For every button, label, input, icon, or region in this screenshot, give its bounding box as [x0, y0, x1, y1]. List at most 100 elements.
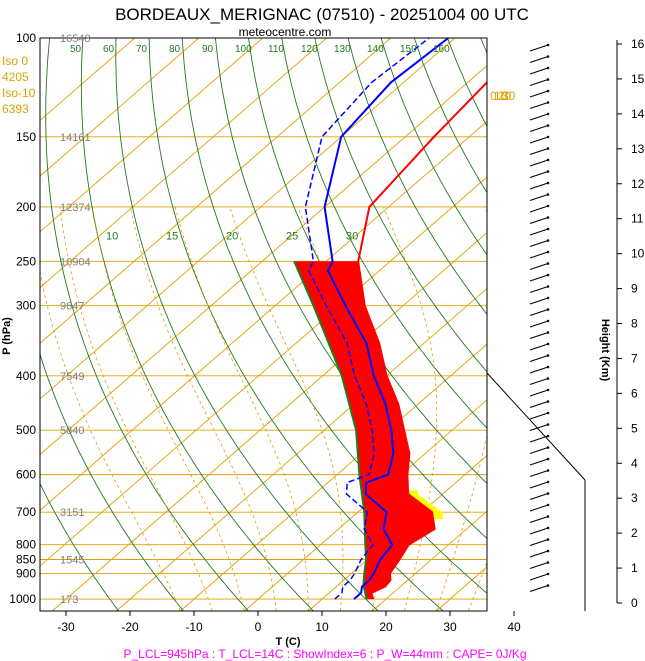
- wind-barb: [529, 217, 549, 224]
- wind-barb-dot: [546, 158, 550, 162]
- shade-clip: [294, 261, 444, 600]
- x-axis-label: T (C): [275, 636, 300, 648]
- moist-adiabat: [467, 561, 487, 611]
- wind-barb: [529, 516, 549, 523]
- dry-adiabat: [480, 38, 487, 55]
- wind-barb-dot: [546, 285, 550, 288]
- moist-adiabat: [59, 206, 213, 611]
- iso0-label: Iso 0: [2, 54, 28, 68]
- dry-adiabat-label: 15: [166, 230, 178, 242]
- wind-barb-dot: [546, 43, 550, 47]
- wind-barb: [529, 113, 549, 121]
- isotherm-line: [40, 176, 487, 567]
- moist-adiabat: [383, 206, 438, 611]
- wind-barb: [529, 366, 549, 374]
- wind-barb: [529, 194, 549, 201]
- x-tick-label: -10: [185, 620, 203, 634]
- isotherm-top-label: 120: [301, 44, 318, 55]
- wind-barb: [529, 240, 549, 247]
- dry-adiabat: [347, 38, 487, 315]
- wind-barb-dot: [546, 365, 550, 369]
- dry-adiabat: [514, 38, 645, 611]
- pressure-tick-label: 400: [16, 369, 36, 383]
- isotherm-line: [40, 38, 136, 122]
- x-tick-label: 20: [379, 620, 393, 634]
- iso0-value: 4205: [2, 70, 29, 84]
- wind-barb-dot: [546, 112, 550, 116]
- wind-barb: [529, 435, 549, 443]
- dry-adiabat: [314, 38, 487, 373]
- isotherm-line: [436, 566, 487, 611]
- wind-barb: [529, 286, 549, 293]
- indices-text: P_LCL=945hPa : T_LCL=14C : ShowIndex=6 :…: [123, 647, 526, 661]
- wind-barb: [529, 44, 549, 52]
- wind-barb: [529, 228, 549, 236]
- height-tick-label: 0: [631, 596, 638, 610]
- pressure-tick-label: 150: [16, 130, 36, 144]
- pressure-tick-label: 500: [16, 423, 36, 437]
- wind-barb: [529, 401, 549, 408]
- dry-adiabat: [40, 352, 184, 611]
- pressure-tick-label: 900: [16, 566, 36, 580]
- wind-barb-dot: [546, 273, 550, 277]
- isotherm-line: [52, 232, 487, 611]
- wind-barb-dot: [546, 331, 550, 334]
- wind-barb: [529, 90, 549, 98]
- instability-area: [407, 490, 444, 520]
- dry-adiabat: [248, 38, 487, 485]
- wind-barb: [529, 504, 549, 512]
- isotherm-line: [40, 65, 487, 456]
- pressure-tick-label: 1000: [9, 592, 36, 606]
- moist-adiabat: [435, 206, 487, 611]
- wind-barb-dot: [546, 526, 550, 530]
- wind-barb-dot: [546, 561, 550, 564]
- dry-adiabat: [40, 482, 119, 611]
- geopotential-height-label: 7549: [60, 371, 84, 383]
- wind-barb: [529, 447, 549, 454]
- wind-barb-dot: [546, 342, 550, 346]
- pressure-tick-label: 600: [16, 468, 36, 482]
- moist-adiabat: [229, 206, 344, 611]
- hodo-boundary: [486, 372, 586, 481]
- wind-barb-dot: [546, 193, 550, 196]
- wind-barb: [529, 424, 549, 431]
- geopotential-height-label: 10904: [60, 256, 91, 268]
- dry-adiabat-label: 25: [286, 230, 298, 242]
- dry-adiabat: [115, 38, 379, 611]
- wind-barb-dot: [546, 388, 550, 392]
- wind-barb: [529, 56, 549, 63]
- wind-barb-dot: [546, 55, 550, 58]
- dry-adiabat-label: 10: [106, 230, 118, 242]
- cape-area: [294, 261, 435, 600]
- isotherm-top-label: 130: [334, 44, 351, 55]
- wind-barb-dot: [546, 101, 550, 104]
- height-tick-label: 10: [631, 247, 645, 261]
- geopotential-height-label: 173: [60, 594, 78, 606]
- height-tick-label: 7: [631, 351, 638, 365]
- isotherm-top-label: 90: [202, 44, 214, 55]
- isotherm-line: [40, 38, 392, 344]
- isotherm-line: [180, 343, 487, 611]
- dry-adiabat: [148, 38, 444, 611]
- geopotential-height-label: 9647: [60, 301, 84, 313]
- dry-adiabat-label: 30: [346, 230, 358, 242]
- wind-barb: [529, 585, 549, 592]
- wind-barb-dot: [546, 204, 550, 208]
- isotherm-line: [500, 38, 645, 611]
- wind-barb: [529, 159, 549, 167]
- pressure-tick-label: 800: [16, 538, 36, 552]
- wind-barb-dot: [546, 227, 550, 231]
- x-tick-label: 30: [443, 620, 457, 634]
- wind-barb-dot: [546, 503, 550, 507]
- wind-barb: [529, 320, 549, 328]
- wind-barb: [529, 389, 549, 397]
- chart-subtitle: meteocentre.com: [239, 25, 332, 39]
- wind-barb: [529, 182, 549, 190]
- dry-adiabat: [613, 38, 645, 611]
- geopotential-height-label: 5840: [60, 425, 84, 437]
- x-tick-label: 40: [507, 620, 521, 634]
- pressure-tick-label: 700: [16, 505, 36, 519]
- wind-barb-dot: [546, 239, 550, 242]
- wind-barb-dot: [546, 434, 550, 438]
- height-tick-label: 2: [631, 526, 638, 540]
